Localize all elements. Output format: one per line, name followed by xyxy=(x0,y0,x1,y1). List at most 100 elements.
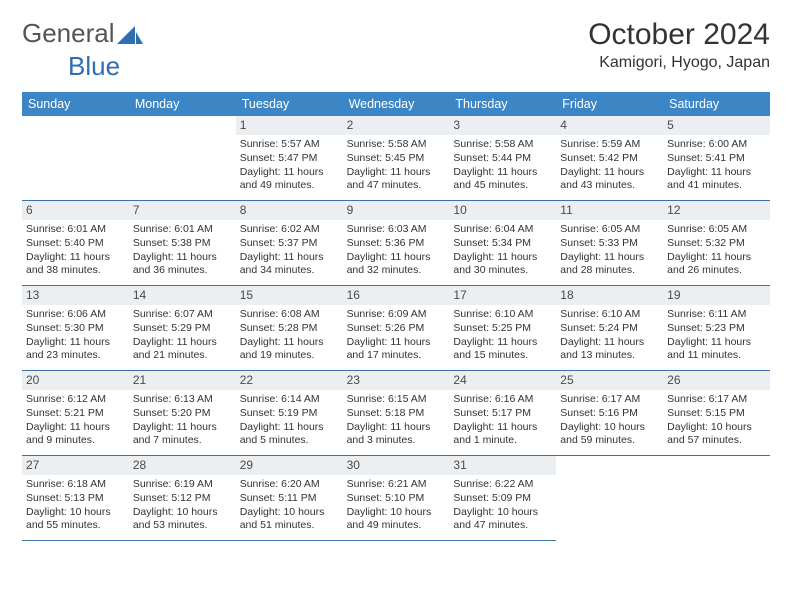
sunrise-line: Sunrise: 6:10 AM xyxy=(453,308,552,322)
daylight-line: and 49 minutes. xyxy=(240,179,339,193)
daylight-line: and 19 minutes. xyxy=(240,349,339,363)
weekday-header: Monday xyxy=(129,92,236,116)
weekday-header: Saturday xyxy=(663,92,770,116)
sunrise-line: Sunrise: 6:12 AM xyxy=(26,393,125,407)
day-number: 27 xyxy=(22,456,129,476)
sunset-line: Sunset: 5:30 PM xyxy=(26,322,125,336)
day-number: 3 xyxy=(449,116,556,136)
daylight-line: and 34 minutes. xyxy=(240,264,339,278)
weekday-header: Thursday xyxy=(449,92,556,116)
daylight-line: and 55 minutes. xyxy=(26,519,125,533)
day-number: 23 xyxy=(343,371,450,391)
daylight-line: Daylight: 11 hours xyxy=(667,336,766,350)
daylight-line: and 30 minutes. xyxy=(453,264,552,278)
day-cell: 22Sunrise: 6:14 AMSunset: 5:19 PMDayligh… xyxy=(236,371,343,456)
day-number: 6 xyxy=(22,201,129,221)
sunset-line: Sunset: 5:36 PM xyxy=(347,237,446,251)
day-number: 28 xyxy=(129,456,236,476)
daylight-line: and 1 minute. xyxy=(453,434,552,448)
location: Kamigori, Hyogo, Japan xyxy=(588,54,770,72)
daylight-line: Daylight: 11 hours xyxy=(453,421,552,435)
day-number: 13 xyxy=(22,286,129,306)
daylight-line: and 32 minutes. xyxy=(347,264,446,278)
day-cell: 28Sunrise: 6:19 AMSunset: 5:12 PMDayligh… xyxy=(129,456,236,541)
day-number: 22 xyxy=(236,371,343,391)
day-number: 21 xyxy=(129,371,236,391)
sunset-line: Sunset: 5:38 PM xyxy=(133,237,232,251)
daylight-line: Daylight: 11 hours xyxy=(240,421,339,435)
day-number: 17 xyxy=(449,286,556,306)
day-cell: 14Sunrise: 6:07 AMSunset: 5:29 PMDayligh… xyxy=(129,286,236,371)
day-number: 7 xyxy=(129,201,236,221)
sunrise-line: Sunrise: 6:08 AM xyxy=(240,308,339,322)
day-number: 1 xyxy=(236,116,343,136)
daylight-line: and 38 minutes. xyxy=(26,264,125,278)
sunset-line: Sunset: 5:33 PM xyxy=(560,237,659,251)
daylight-line: and 11 minutes. xyxy=(667,349,766,363)
sunset-line: Sunset: 5:19 PM xyxy=(240,407,339,421)
daylight-line: Daylight: 11 hours xyxy=(26,251,125,265)
day-number: 10 xyxy=(449,201,556,221)
day-cell: 25Sunrise: 6:17 AMSunset: 5:16 PMDayligh… xyxy=(556,371,663,456)
day-cell: 7Sunrise: 6:01 AMSunset: 5:38 PMDaylight… xyxy=(129,201,236,286)
day-number: 15 xyxy=(236,286,343,306)
sunset-line: Sunset: 5:17 PM xyxy=(453,407,552,421)
daylight-line: Daylight: 11 hours xyxy=(453,336,552,350)
daylight-line: and 45 minutes. xyxy=(453,179,552,193)
day-number: 14 xyxy=(129,286,236,306)
daylight-line: Daylight: 11 hours xyxy=(560,336,659,350)
day-cell: 8Sunrise: 6:02 AMSunset: 5:37 PMDaylight… xyxy=(236,201,343,286)
header: General Blue October 2024 Kamigori, Hyog… xyxy=(22,18,770,82)
daylight-line: and 43 minutes. xyxy=(560,179,659,193)
daylight-line: Daylight: 10 hours xyxy=(240,506,339,520)
empty-cell xyxy=(663,456,770,541)
day-cell: 5Sunrise: 6:00 AMSunset: 5:41 PMDaylight… xyxy=(663,116,770,201)
sunset-line: Sunset: 5:13 PM xyxy=(26,492,125,506)
day-cell: 21Sunrise: 6:13 AMSunset: 5:20 PMDayligh… xyxy=(129,371,236,456)
day-cell: 30Sunrise: 6:21 AMSunset: 5:10 PMDayligh… xyxy=(343,456,450,541)
daylight-line: Daylight: 10 hours xyxy=(453,506,552,520)
logo-sail-icon xyxy=(117,20,143,51)
sunrise-line: Sunrise: 6:06 AM xyxy=(26,308,125,322)
empty-cell xyxy=(129,116,236,201)
day-cell: 4Sunrise: 5:59 AMSunset: 5:42 PMDaylight… xyxy=(556,116,663,201)
daylight-line: and 13 minutes. xyxy=(560,349,659,363)
day-number: 2 xyxy=(343,116,450,136)
day-cell: 6Sunrise: 6:01 AMSunset: 5:40 PMDaylight… xyxy=(22,201,129,286)
sunset-line: Sunset: 5:12 PM xyxy=(133,492,232,506)
sunrise-line: Sunrise: 6:01 AM xyxy=(26,223,125,237)
sunset-line: Sunset: 5:11 PM xyxy=(240,492,339,506)
daylight-line: Daylight: 10 hours xyxy=(667,421,766,435)
daylight-line: and 17 minutes. xyxy=(347,349,446,363)
sunset-line: Sunset: 5:26 PM xyxy=(347,322,446,336)
daylight-line: and 53 minutes. xyxy=(133,519,232,533)
day-cell: 10Sunrise: 6:04 AMSunset: 5:34 PMDayligh… xyxy=(449,201,556,286)
sunset-line: Sunset: 5:42 PM xyxy=(560,152,659,166)
sunset-line: Sunset: 5:16 PM xyxy=(560,407,659,421)
daylight-line: Daylight: 11 hours xyxy=(240,166,339,180)
day-cell: 18Sunrise: 6:10 AMSunset: 5:24 PMDayligh… xyxy=(556,286,663,371)
sunset-line: Sunset: 5:41 PM xyxy=(667,152,766,166)
day-cell: 3Sunrise: 5:58 AMSunset: 5:44 PMDaylight… xyxy=(449,116,556,201)
sunset-line: Sunset: 5:29 PM xyxy=(133,322,232,336)
daylight-line: Daylight: 11 hours xyxy=(240,251,339,265)
sunset-line: Sunset: 5:37 PM xyxy=(240,237,339,251)
sunrise-line: Sunrise: 6:03 AM xyxy=(347,223,446,237)
sunrise-line: Sunrise: 5:58 AM xyxy=(453,138,552,152)
day-number: 11 xyxy=(556,201,663,221)
sunset-line: Sunset: 5:18 PM xyxy=(347,407,446,421)
daylight-line: and 36 minutes. xyxy=(133,264,232,278)
sunrise-line: Sunrise: 5:59 AM xyxy=(560,138,659,152)
empty-cell xyxy=(556,456,663,541)
sunrise-line: Sunrise: 6:05 AM xyxy=(560,223,659,237)
daylight-line: Daylight: 10 hours xyxy=(133,506,232,520)
sunset-line: Sunset: 5:34 PM xyxy=(453,237,552,251)
daylight-line: and 57 minutes. xyxy=(667,434,766,448)
daylight-line: Daylight: 11 hours xyxy=(26,421,125,435)
daylight-line: and 49 minutes. xyxy=(347,519,446,533)
day-number: 24 xyxy=(449,371,556,391)
sunset-line: Sunset: 5:25 PM xyxy=(453,322,552,336)
sunset-line: Sunset: 5:45 PM xyxy=(347,152,446,166)
daylight-line: Daylight: 11 hours xyxy=(347,336,446,350)
daylight-line: and 23 minutes. xyxy=(26,349,125,363)
